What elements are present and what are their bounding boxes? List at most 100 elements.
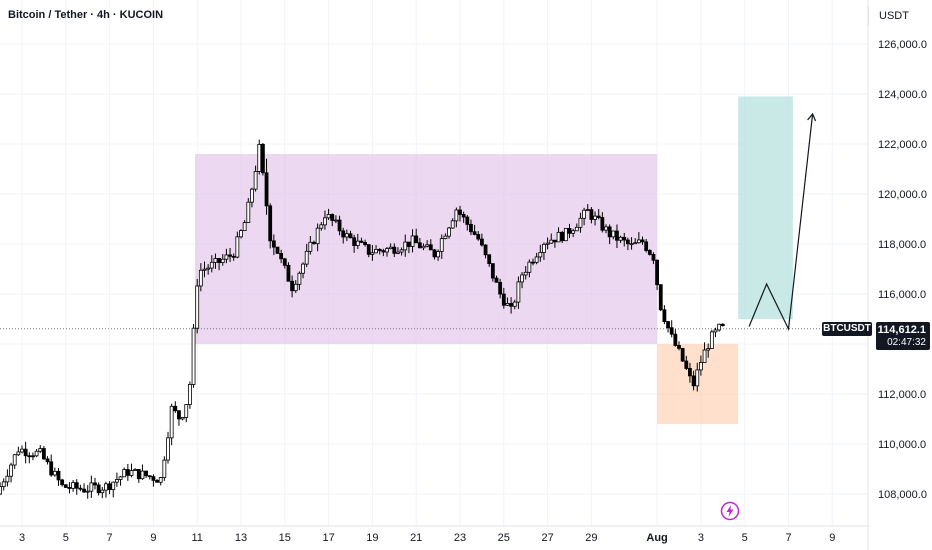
candle [242,220,247,232]
candle [38,445,43,454]
candle [549,233,554,244]
y-tick-label: 118,000.0 [878,239,926,251]
candle [297,271,302,291]
candle [96,482,101,496]
candle [144,470,149,478]
x-tick-label: 21 [410,532,422,544]
candle [34,449,39,458]
x-tick-label: 3 [698,532,704,544]
range-box[interactable] [195,154,658,344]
y-tick-label: 116,000.0 [878,289,926,301]
candle [257,139,262,175]
candle [348,230,353,239]
candle [122,467,127,478]
x-tick-label: 9 [150,532,156,544]
candle [567,223,572,239]
candle [133,468,138,471]
candle [432,248,437,260]
projection-line[interactable] [748,113,814,332]
candle [20,445,24,454]
y-tick-label: 126,000.0 [878,39,927,51]
y-tick-label: 108,000.0 [878,489,927,501]
candle [213,253,218,269]
candle [428,239,433,251]
x-tick-label: 11 [191,532,202,544]
candle [286,262,291,282]
candle [180,416,185,421]
candle [264,158,269,215]
candle [184,404,189,423]
candle [290,275,295,298]
candle [275,246,280,254]
candle [268,203,273,249]
candle [1,478,6,491]
x-tick-label: 23 [454,532,466,544]
candle [709,329,714,350]
candle [271,234,276,256]
candle [593,211,597,226]
candle [527,259,532,278]
candle [93,477,97,490]
target-box[interactable] [738,96,793,320]
candle [618,235,623,243]
candle [702,342,707,363]
candle [330,213,335,227]
candle [71,480,75,492]
candle [224,248,229,264]
candle [651,252,656,265]
candle [542,242,546,260]
candle [596,209,601,220]
x-tick-label: 29 [585,532,597,544]
candle [115,472,119,487]
projection-path [748,112,817,332]
candle [476,231,481,241]
candle [622,232,627,247]
bar-countdown: 02:47:32 [887,337,926,348]
candle [688,362,692,383]
candle [67,482,72,494]
candle [158,476,163,486]
price-axis[interactable]: 108,000.0110,000.0112,000.0114,000.0116,… [867,0,927,550]
candle [505,297,510,306]
x-tick-label: 13 [235,532,247,544]
candle [315,223,320,252]
candle [260,143,265,176]
y-tick-label: 110,000.0 [878,439,926,451]
currency-label[interactable]: USDT [868,6,928,26]
y-tick-label: 120,000.0 [878,189,927,201]
candle [483,244,488,259]
candle [107,480,112,495]
time-axis[interactable]: 3 5 7 9 11 13 15 17 19 21 23 25 27 29 Aug 3 5 7 9 [0,525,868,544]
candle [78,484,83,492]
candle [85,485,90,499]
candle [523,266,528,280]
x-tick-label: 5 [742,532,748,544]
candle [501,287,506,309]
candle [282,257,287,269]
candle [301,262,305,279]
candle [253,165,258,192]
candle [377,248,382,255]
candle [450,218,455,229]
candle [42,445,46,461]
x-tick-label: 19 [366,532,378,544]
y-tick-label: 112,000.0 [878,389,926,401]
lightning-bolt-icon[interactable] [720,501,740,521]
candle [516,276,521,309]
candle [611,230,616,240]
candle [509,297,514,314]
candle [177,410,181,426]
chart-title: Bitcoin / Tether · 4h · KUCOIN [8,9,164,21]
candle [662,305,667,325]
candle [538,244,543,262]
candle [74,479,79,495]
candle [206,264,211,275]
candle [140,464,145,480]
candle [677,341,681,351]
candle [333,215,338,224]
candle [16,446,21,456]
candle [239,229,243,239]
x-tick-label: Aug [646,532,667,544]
candle [695,362,700,392]
